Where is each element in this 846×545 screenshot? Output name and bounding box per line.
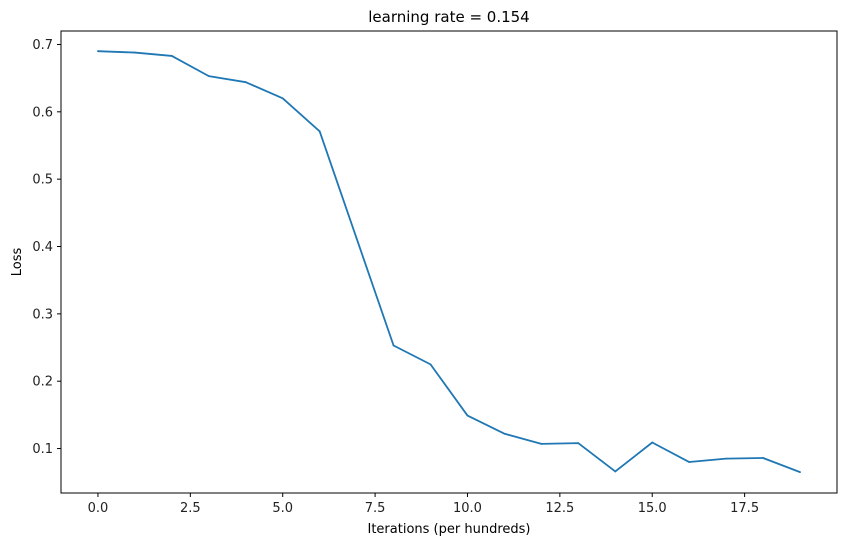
y-tick-label: 0.7	[32, 38, 53, 53]
x-tick-label: 2.5	[180, 501, 201, 516]
data-point	[799, 471, 801, 474]
data-point	[97, 50, 99, 53]
x-axis-ticks: 0.0 2.5 5.0 7.5 10.0 12.5 15.0 17.5	[88, 493, 759, 516]
data-point	[688, 461, 691, 463]
y-tick-label: 0.6	[32, 105, 53, 120]
data-point	[762, 457, 764, 459]
data-point	[170, 55, 173, 57]
y-axis-ticks: 0.1 0.2 0.3 0.4 0.5 0.6 0.7	[32, 38, 61, 457]
x-tick-label: 7.5	[365, 501, 386, 516]
x-tick-label: 5.0	[272, 501, 293, 516]
x-tick-label: 15.0	[638, 501, 667, 516]
data-point	[207, 75, 210, 78]
x-tick-label: 0.0	[88, 501, 109, 516]
x-tick-label: 17.5	[730, 501, 759, 516]
series-line	[97, 50, 801, 473]
data-point	[355, 237, 358, 240]
data-point	[614, 470, 617, 473]
data-point	[725, 457, 728, 460]
y-tick-label: 0.2	[32, 375, 53, 390]
y-tick-label: 0.5	[32, 173, 53, 188]
y-tick-label: 0.1	[32, 442, 53, 457]
data-point	[540, 442, 543, 445]
data-point	[503, 432, 506, 435]
plot-area-frame	[60, 30, 838, 494]
y-axis-title: Loss	[10, 248, 25, 277]
data-point	[281, 97, 284, 100]
data-point	[318, 130, 321, 133]
x-axis-title: Iterations (per hundreds)	[368, 522, 531, 537]
data-point	[651, 441, 654, 444]
data-point	[392, 344, 395, 347]
data-point	[134, 51, 136, 54]
data-point	[577, 442, 580, 445]
series-layer	[97, 50, 801, 474]
data-point	[244, 81, 247, 84]
data-point	[429, 363, 432, 366]
chart-title: learning rate = 0.154	[368, 8, 529, 26]
y-tick-label: 0.4	[32, 240, 53, 255]
x-tick-label: 12.5	[545, 501, 574, 516]
data-point	[466, 414, 469, 417]
y-tick-label: 0.3	[32, 307, 53, 322]
x-tick-label: 10.0	[453, 501, 482, 516]
